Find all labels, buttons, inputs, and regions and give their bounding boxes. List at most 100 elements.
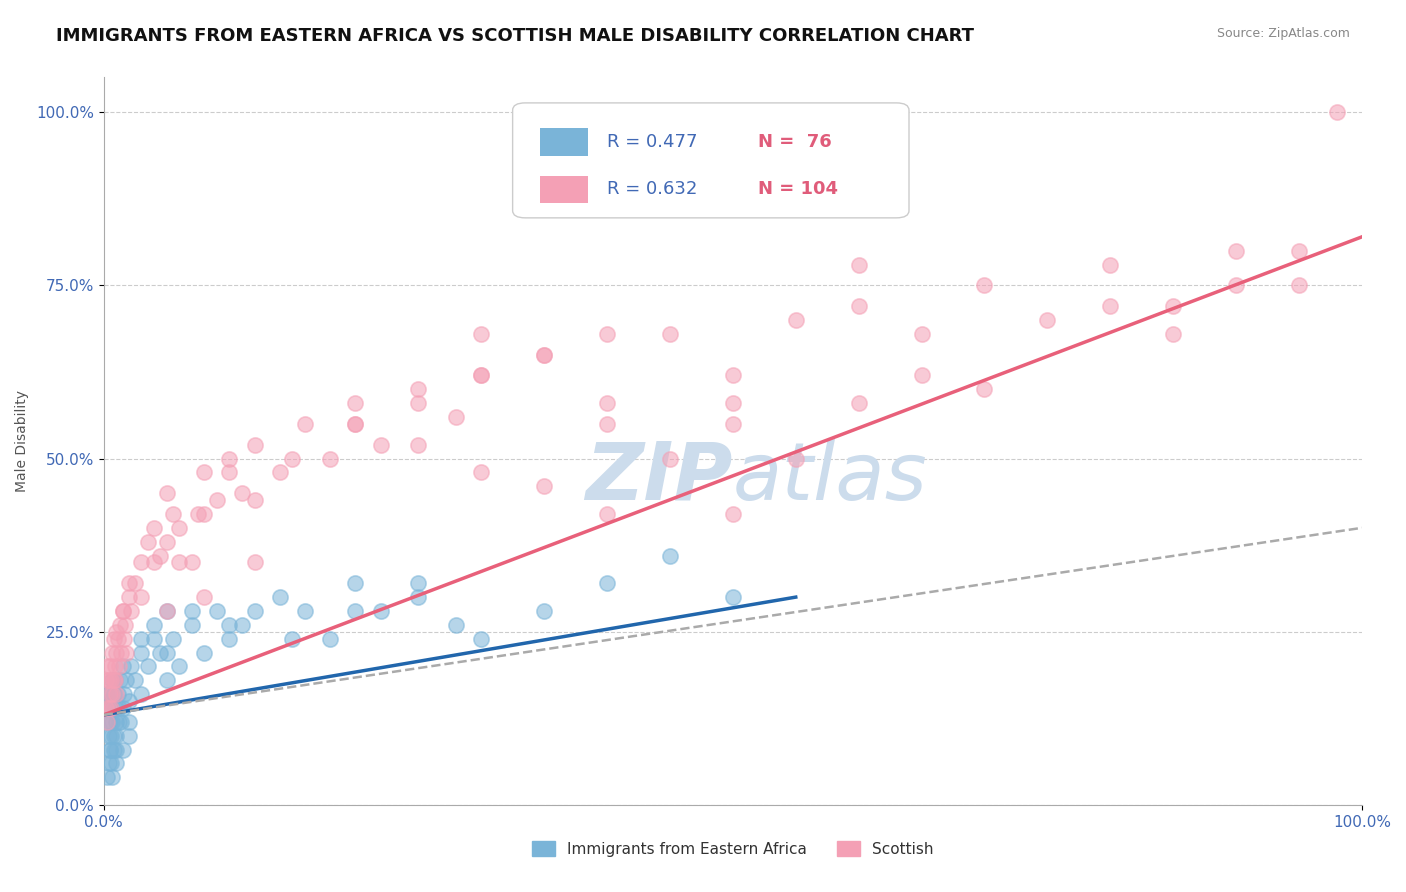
Point bbox=[785, 451, 807, 466]
Point bbox=[218, 632, 240, 646]
Point bbox=[167, 659, 190, 673]
Point bbox=[105, 646, 128, 660]
Point bbox=[105, 624, 128, 639]
Point bbox=[243, 493, 266, 508]
Point bbox=[205, 604, 228, 618]
Point bbox=[101, 770, 124, 784]
Point bbox=[533, 348, 555, 362]
Point bbox=[111, 604, 134, 618]
Point bbox=[98, 659, 121, 673]
Point bbox=[1099, 258, 1122, 272]
Point bbox=[155, 673, 177, 688]
Point bbox=[108, 617, 131, 632]
Point bbox=[1326, 105, 1348, 120]
Point bbox=[344, 396, 367, 410]
Point bbox=[107, 632, 129, 646]
Point bbox=[180, 556, 202, 570]
Point bbox=[406, 576, 429, 591]
Point bbox=[658, 549, 681, 563]
Point bbox=[1161, 299, 1184, 313]
Point bbox=[105, 729, 128, 743]
Point bbox=[96, 770, 118, 784]
Point bbox=[533, 348, 555, 362]
Point bbox=[97, 694, 120, 708]
Point bbox=[281, 451, 304, 466]
Point bbox=[107, 687, 129, 701]
Point bbox=[294, 417, 316, 431]
Point bbox=[180, 604, 202, 618]
Point bbox=[187, 507, 209, 521]
Point bbox=[105, 742, 128, 756]
Point bbox=[97, 729, 120, 743]
Point bbox=[107, 659, 129, 673]
Text: ZIP: ZIP bbox=[585, 439, 733, 516]
Point bbox=[470, 368, 492, 383]
Point bbox=[218, 617, 240, 632]
Point bbox=[721, 368, 744, 383]
Point bbox=[96, 673, 118, 688]
Point bbox=[118, 729, 141, 743]
Point bbox=[470, 326, 492, 341]
Point bbox=[973, 278, 995, 293]
Point bbox=[101, 687, 124, 701]
Point bbox=[100, 729, 122, 743]
Point bbox=[243, 438, 266, 452]
Point bbox=[193, 646, 215, 660]
Point bbox=[101, 646, 124, 660]
Point bbox=[111, 701, 134, 715]
Point bbox=[205, 493, 228, 508]
Point bbox=[103, 673, 125, 688]
Point bbox=[104, 673, 127, 688]
Point bbox=[120, 604, 142, 618]
Text: IMMIGRANTS FROM EASTERN AFRICA VS SCOTTISH MALE DISABILITY CORRELATION CHART: IMMIGRANTS FROM EASTERN AFRICA VS SCOTTI… bbox=[56, 27, 974, 45]
Point bbox=[218, 451, 240, 466]
Point bbox=[112, 632, 135, 646]
Point bbox=[269, 590, 291, 604]
Point bbox=[143, 617, 166, 632]
Point bbox=[96, 659, 118, 673]
Point bbox=[721, 507, 744, 521]
Point bbox=[1036, 313, 1059, 327]
Point bbox=[111, 659, 134, 673]
FancyBboxPatch shape bbox=[513, 103, 910, 218]
Text: R = 0.632: R = 0.632 bbox=[607, 180, 697, 199]
FancyBboxPatch shape bbox=[540, 176, 588, 203]
Point bbox=[96, 701, 118, 715]
Point bbox=[101, 714, 124, 729]
Point bbox=[155, 534, 177, 549]
Point bbox=[370, 604, 392, 618]
Point bbox=[118, 714, 141, 729]
Point bbox=[243, 604, 266, 618]
Point bbox=[118, 576, 141, 591]
Point bbox=[111, 742, 134, 756]
Point bbox=[848, 396, 870, 410]
Point bbox=[98, 687, 121, 701]
Point bbox=[108, 673, 131, 688]
Point bbox=[370, 438, 392, 452]
Point bbox=[596, 576, 619, 591]
Point bbox=[103, 742, 125, 756]
Point bbox=[848, 258, 870, 272]
Text: R = 0.477: R = 0.477 bbox=[607, 133, 697, 151]
Point bbox=[193, 507, 215, 521]
Point bbox=[596, 326, 619, 341]
Point bbox=[155, 604, 177, 618]
Legend: Immigrants from Eastern Africa, Scottish: Immigrants from Eastern Africa, Scottish bbox=[526, 835, 941, 863]
Point bbox=[131, 646, 153, 660]
Point bbox=[98, 687, 121, 701]
Point bbox=[115, 646, 138, 660]
Point bbox=[344, 417, 367, 431]
Text: N = 104: N = 104 bbox=[758, 180, 838, 199]
Point bbox=[101, 673, 124, 688]
Point bbox=[470, 466, 492, 480]
Point bbox=[118, 590, 141, 604]
Point bbox=[96, 687, 118, 701]
Point bbox=[658, 326, 681, 341]
Point bbox=[193, 590, 215, 604]
Point bbox=[1225, 244, 1247, 258]
Point bbox=[97, 756, 120, 771]
Point bbox=[110, 646, 132, 660]
Point bbox=[100, 701, 122, 715]
Point bbox=[319, 451, 342, 466]
Point bbox=[533, 479, 555, 493]
